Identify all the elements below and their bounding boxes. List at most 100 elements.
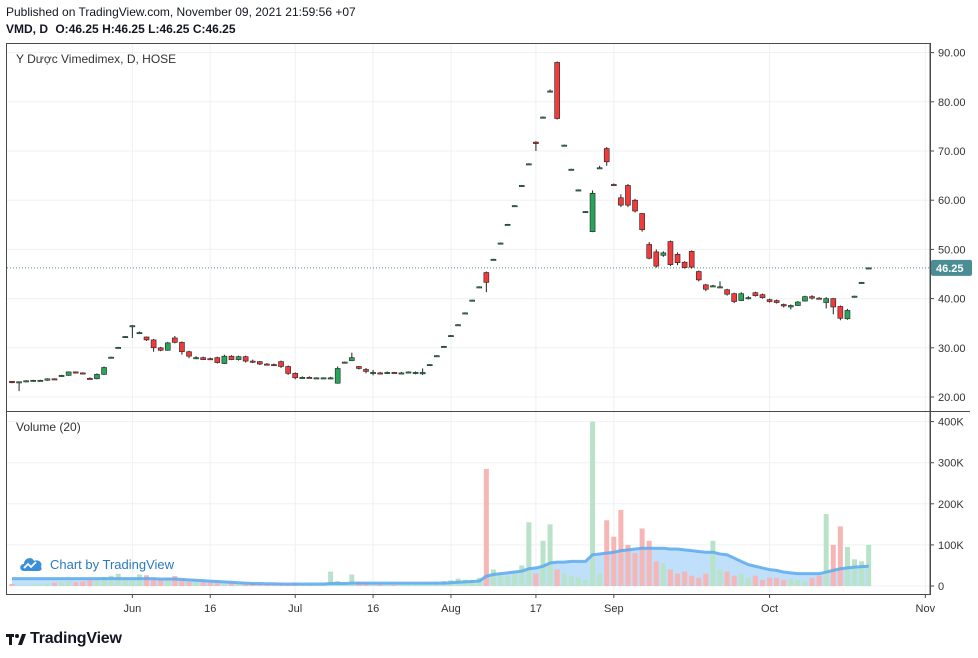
volume-bar <box>653 561 659 586</box>
candle-body <box>787 305 794 308</box>
candle-body <box>320 377 327 380</box>
volume-bar <box>809 577 815 586</box>
volume-bar <box>802 581 808 586</box>
low-value: 46.25 <box>159 22 190 36</box>
candle-body <box>349 357 355 361</box>
volume-bar <box>413 583 419 586</box>
volume-bar <box>405 583 411 586</box>
volume-bar <box>767 577 773 586</box>
candle-body <box>596 167 603 170</box>
candle-body <box>618 197 624 206</box>
candle-body <box>837 306 844 319</box>
volume-tick-label: 0 <box>938 581 944 593</box>
candle-body <box>490 258 497 261</box>
volume-bar <box>505 575 511 586</box>
volume-bar <box>632 553 638 586</box>
footer-brand[interactable]: TradingView <box>6 630 122 648</box>
volume-bar <box>866 544 872 586</box>
attribution-label: Chart by TradingView <box>50 556 175 572</box>
candle-body <box>731 293 737 302</box>
candle-body <box>695 271 702 281</box>
candle-body <box>674 254 681 263</box>
candle-body <box>235 356 242 360</box>
candle-body <box>625 185 631 206</box>
chart-attribution[interactable]: Chart by TradingView <box>18 553 174 575</box>
volume-bar <box>129 579 135 586</box>
volume-bar <box>384 583 390 586</box>
volume-bar <box>59 581 65 586</box>
candle-body <box>780 304 787 307</box>
candle-body <box>653 251 660 267</box>
candle-body <box>37 379 44 382</box>
volume-bar <box>512 571 518 586</box>
volume-bar <box>165 577 171 586</box>
candle-body <box>575 189 582 192</box>
candle-body <box>589 193 596 232</box>
candle-body <box>540 116 546 119</box>
volume-bar <box>660 563 666 586</box>
candle-body <box>717 286 723 289</box>
volume-bar <box>710 540 716 586</box>
volume-bar <box>561 573 567 586</box>
candle-body <box>851 295 858 298</box>
candle-body <box>660 252 667 256</box>
volume-bar <box>9 583 15 586</box>
volume-bar <box>703 573 709 586</box>
volume-bar <box>16 584 22 586</box>
volume-bar <box>859 561 865 586</box>
candle-body <box>745 297 752 300</box>
candle-body <box>823 298 830 303</box>
volume-bar <box>80 581 86 586</box>
volume-bar <box>731 575 737 586</box>
volume-bar <box>795 579 801 586</box>
close-label: C: <box>192 22 206 36</box>
candle-body <box>44 378 51 381</box>
candle-body <box>483 272 490 283</box>
volume-tick-label: 300K <box>938 458 964 470</box>
candle-body <box>681 261 688 268</box>
candle-body <box>802 296 808 302</box>
candle-body <box>710 285 716 288</box>
candle-body <box>30 379 37 382</box>
candle-body <box>207 358 214 361</box>
volume-bar <box>533 573 539 586</box>
candle-body <box>384 372 391 374</box>
volume-bar <box>781 579 787 586</box>
time-tick-label: 16 <box>367 603 379 615</box>
time-tick-label: Jul <box>288 603 302 615</box>
low-label: L: <box>148 22 160 36</box>
candle-body <box>419 372 426 375</box>
candle-body <box>412 372 419 374</box>
volume-bar <box>696 577 702 586</box>
price-tick-label: 30.00 <box>938 343 966 355</box>
candle-body <box>87 378 93 380</box>
candle-body <box>844 310 851 320</box>
candle-body <box>773 300 780 303</box>
volume-bar <box>172 576 178 586</box>
candle-body <box>759 294 766 298</box>
candle-body <box>766 299 773 302</box>
volume-ma-line <box>12 546 869 586</box>
tradingview-logo-icon <box>6 634 26 645</box>
volume-bar <box>207 582 213 586</box>
candle-body <box>809 296 815 299</box>
candle-body <box>724 289 730 295</box>
candle-body <box>9 380 15 384</box>
volume-bar <box>221 583 227 586</box>
volume-bar <box>590 421 596 586</box>
candle-body <box>157 347 164 351</box>
price-tick-label: 70.00 <box>938 146 966 158</box>
volume-bar <box>639 528 645 586</box>
time-tick-label: Oct <box>761 603 778 615</box>
candle-body <box>533 141 539 144</box>
candle-body <box>122 336 129 338</box>
volume-bar <box>788 578 794 586</box>
volume-bar <box>243 583 249 586</box>
volume-bar <box>37 584 43 586</box>
candle-body <box>688 251 695 268</box>
volume-bar <box>540 540 546 586</box>
volume-bar <box>582 579 588 586</box>
volume-bar <box>837 526 843 586</box>
candle-body <box>398 372 405 375</box>
